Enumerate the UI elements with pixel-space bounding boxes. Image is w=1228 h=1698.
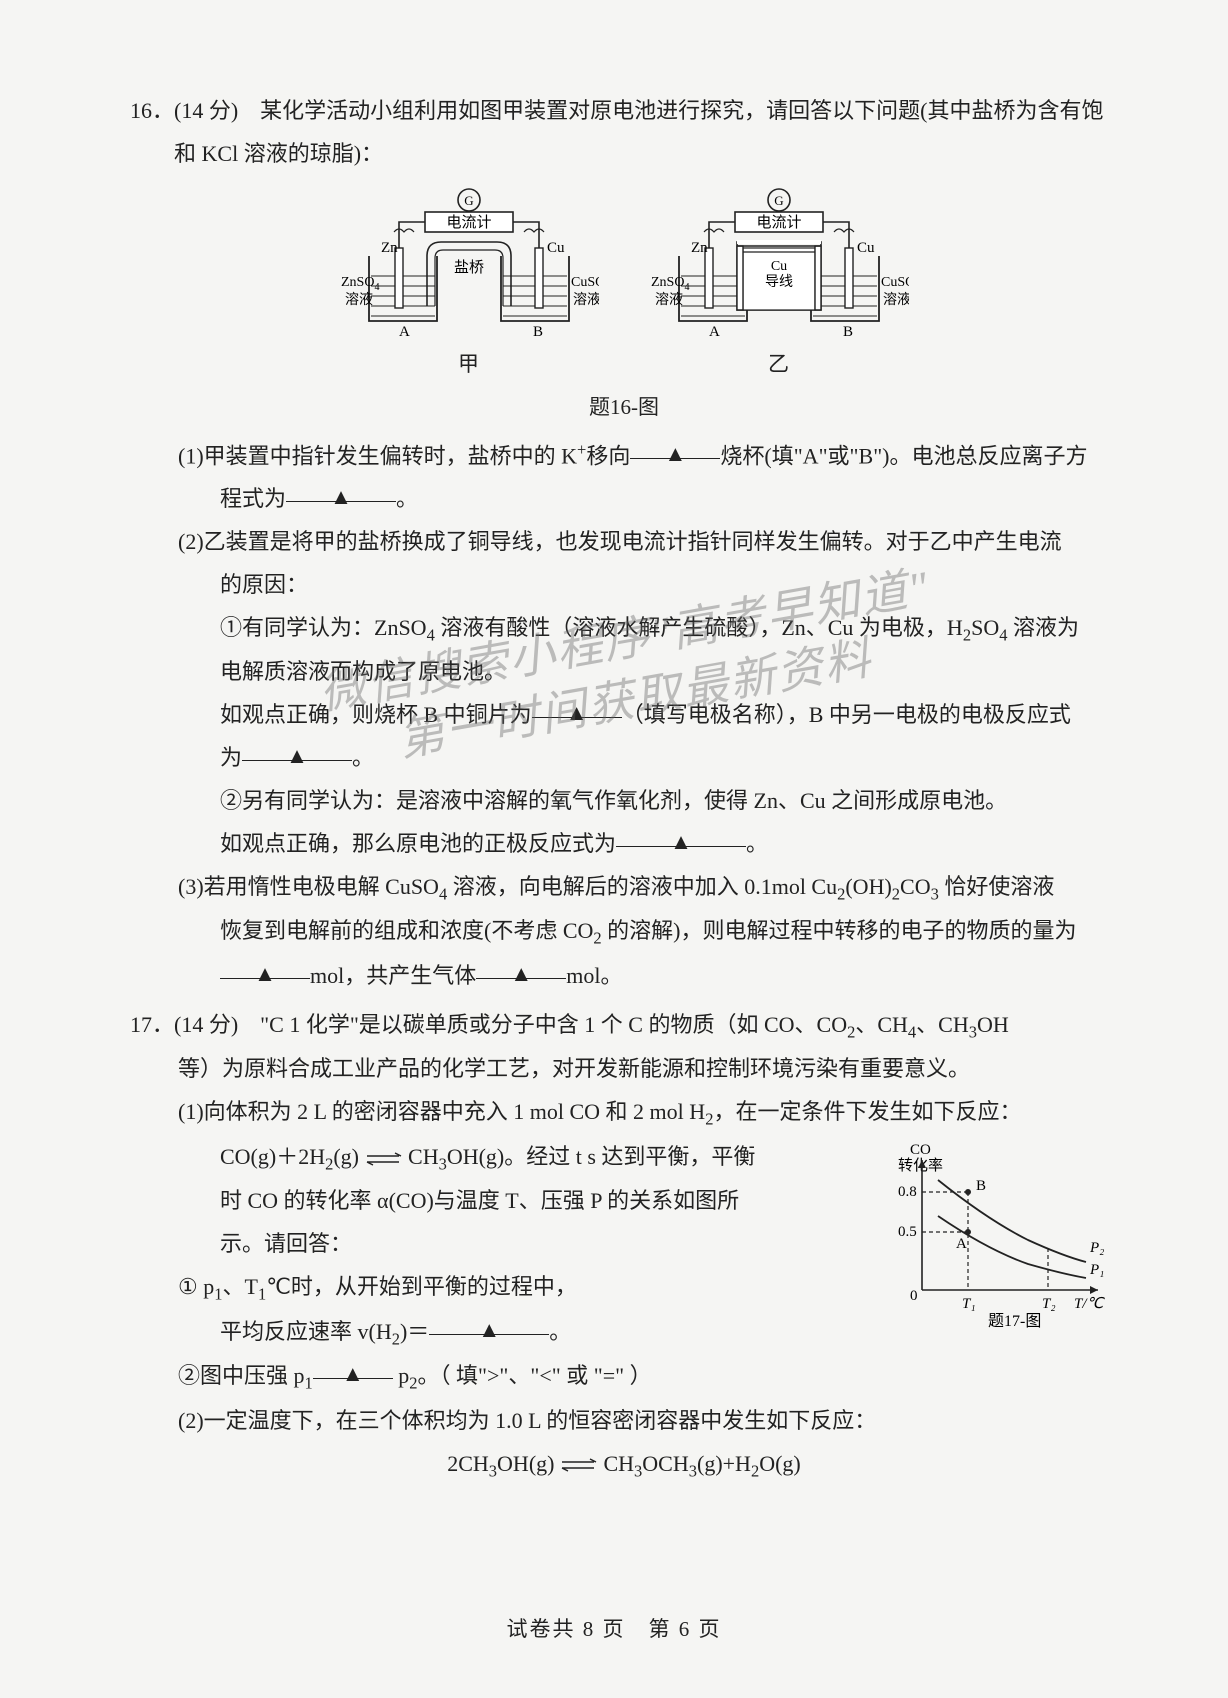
- svg-text:A: A: [709, 324, 720, 340]
- q17-intro2: 等）为原料合成工业产品的化学工艺，对开发新能源和控制环境污染有重要意义。: [130, 1048, 1118, 1091]
- svg-text:B: B: [976, 1178, 986, 1194]
- svg-text:Cu: Cu: [771, 259, 787, 274]
- svg-text:0.5: 0.5: [898, 1224, 917, 1240]
- svg-text:溶液: 溶液: [345, 292, 373, 308]
- svg-text:T/℃: T/℃: [1074, 1296, 1106, 1312]
- q16-p3h: ▲mol，共产生气体▲mol。: [130, 955, 1118, 998]
- q16-p3f: 恢复到电解前的组成和浓度(不考虑 CO2 的溶解)，则电解过程中转移的电子的物质…: [130, 910, 1118, 955]
- diagram-yi: G 电流计 Zn Cu: [649, 186, 909, 385]
- blank[interactable]: ▲: [476, 955, 566, 979]
- q17-eqn-row: CO(g)＋2H2(g) CH3OH(g)。经过 t s 达到平衡，平衡 时 C…: [130, 1136, 1118, 1400]
- q16-number: 16．: [130, 90, 174, 176]
- q16-p1-line2: 程式为▲。: [130, 478, 1118, 521]
- svg-text:G: G: [774, 193, 783, 208]
- jia-caption: 甲: [339, 344, 599, 385]
- q16-p2a: (2)乙装置是将甲的盐桥换成了铜导线，也发现电流计指针同样发生偏转。对于乙中产生…: [130, 521, 1118, 564]
- q17-number: 17．: [130, 1004, 174, 1049]
- blank[interactable]: ▲: [286, 478, 396, 502]
- q16-p2-2a: ②另有同学认为：是溶液中溶解的氧气作氧化剂，使得 Zn、Cu 之间形成原电池。: [130, 780, 1118, 823]
- svg-text:B: B: [843, 324, 853, 340]
- svg-text:溶液: 溶液: [573, 292, 599, 308]
- svg-text:T₁: T₁: [962, 1296, 976, 1312]
- blank[interactable]: ▲: [616, 823, 746, 847]
- q16-fig-label: 题16-图: [130, 387, 1118, 428]
- q17-p2: (2)一定温度下，在三个体积均为 1.0 L 的恒容密闭容器中发生如下反应：: [130, 1400, 1118, 1443]
- q16-points: (14 分): [174, 98, 260, 123]
- q16-intro: 某化学活动小组利用如图甲装置对原电池进行探究，请回答以下问题(其中盐桥为含有饱和…: [174, 98, 1104, 166]
- svg-text:T₂: T₂: [1042, 1296, 1056, 1312]
- blank[interactable]: ▲: [429, 1311, 549, 1335]
- svg-text:ZnSO4: ZnSO4: [341, 275, 379, 293]
- blank[interactable]: ▲: [242, 737, 352, 761]
- q17-body: (14 分) "C 1 化学"是以碳单质或分子中含 1 个 C 的物质（如 CO…: [174, 1004, 1118, 1049]
- q16-p2-2b: 如观点正确，那么原电池的正极反应式为▲。: [130, 823, 1118, 866]
- svg-text:A: A: [956, 1236, 967, 1252]
- q16-p2-1: ①有同学认为：ZnSO4 溶液有酸性（溶液水解产生硫酸），Zn、Cu 为电极，H…: [130, 607, 1118, 652]
- jia-galv-label: 电流计: [446, 214, 491, 231]
- q16-diagrams: G 电流计 Zn Cu: [130, 186, 1118, 385]
- yi-caption: 乙: [649, 344, 909, 385]
- q17-header: 17． (14 分) "C 1 化学"是以碳单质或分子中含 1 个 C 的物质（…: [130, 1004, 1118, 1049]
- q17-points: (14 分): [174, 1012, 260, 1037]
- q17-p1-1: ① p1、T1℃时，从开始到平衡的过程中，: [178, 1266, 856, 1311]
- page-footer: 试卷共 8 页 第 6 页: [0, 1609, 1228, 1650]
- svg-text:B: B: [533, 324, 543, 340]
- q16-p1: (1)甲装置中指针发生偏转时，盐桥中的 K+移向▲烧杯(填"A"或"B")。电池…: [130, 434, 1118, 478]
- blank[interactable]: ▲: [532, 694, 622, 718]
- svg-text:ZnSO4: ZnSO4: [651, 275, 689, 293]
- q17-chart: CO 转化率 0.8 0.5 0 B A P₂ P₁: [868, 1140, 1118, 1345]
- q17-p1d: 示。请回答：: [220, 1223, 856, 1266]
- q16-header: 16． (14 分) 某化学活动小组利用如图甲装置对原电池进行探究，请回答以下问…: [130, 90, 1118, 176]
- q17-p1: (1)向体积为 2 L 的密闭容器中充入 1 mol CO 和 2 mol H2…: [130, 1091, 1118, 1136]
- q16-p2-1f: 如观点正确，则烧杯 B 中铜片为▲（填写电极名称），B 中另一电极的电极反应式: [130, 694, 1118, 737]
- blank[interactable]: ▲: [313, 1355, 393, 1379]
- blank[interactable]: ▲: [220, 955, 310, 979]
- svg-text:P₁: P₁: [1089, 1262, 1104, 1278]
- q17-p1-2: ②图中压强 p1▲ p2。（ 填">"、"<" 或 "=" ）: [178, 1355, 856, 1400]
- svg-text:0: 0: [910, 1288, 918, 1304]
- svg-text:CuSO4: CuSO4: [571, 275, 599, 293]
- svg-text:溶液: 溶液: [655, 292, 683, 308]
- q17-p1-1d: 平均反应速率 v(H2)＝▲。: [220, 1311, 856, 1356]
- q16-p2b: 的原因：: [130, 564, 1118, 607]
- svg-text:Cu: Cu: [547, 240, 565, 256]
- svg-text:CuSO4: CuSO4: [881, 275, 909, 293]
- svg-text:A: A: [399, 324, 410, 340]
- q17-eqn2: 2CH3OH(g) CH3OCH3(g)+H2O(g): [130, 1443, 1118, 1488]
- svg-text:盐桥: 盐桥: [454, 259, 484, 276]
- svg-text:导线: 导线: [765, 274, 793, 290]
- q16-p2-1e: 电解质溶液而构成了原电池。: [130, 651, 1118, 694]
- q16-body: (14 分) 某化学活动小组利用如图甲装置对原电池进行探究，请回答以下问题(其中…: [174, 90, 1118, 176]
- svg-text:CO: CO: [910, 1142, 931, 1158]
- svg-text:Zn: Zn: [381, 240, 398, 256]
- svg-text:Cu: Cu: [857, 240, 875, 256]
- diagram-jia: G 电流计 Zn Cu: [339, 186, 599, 385]
- svg-text:溶液: 溶液: [883, 292, 909, 308]
- svg-text:电流计: 电流计: [756, 214, 801, 231]
- q16-p2-1h: 为▲。: [130, 737, 1118, 780]
- svg-text:Zn: Zn: [691, 240, 708, 256]
- svg-text:0.8: 0.8: [898, 1184, 917, 1200]
- q16-p3: (3)若用惰性电极电解 CuSO4 溶液，向电解后的溶液中加入 0.1mol C…: [130, 866, 1118, 911]
- svg-text:G: G: [464, 193, 473, 208]
- q17-eqn1: CO(g)＋2H2(g) CH3OH(g)。经过 t s 达到平衡，平衡: [220, 1136, 856, 1181]
- blank[interactable]: ▲: [630, 435, 720, 459]
- svg-text:题17-图: 题17-图: [988, 1313, 1041, 1330]
- svg-text:P₂: P₂: [1089, 1240, 1104, 1256]
- q17-p1c: 时 CO 的转化率 α(CO)与温度 T、压强 P 的关系如图所: [220, 1180, 856, 1223]
